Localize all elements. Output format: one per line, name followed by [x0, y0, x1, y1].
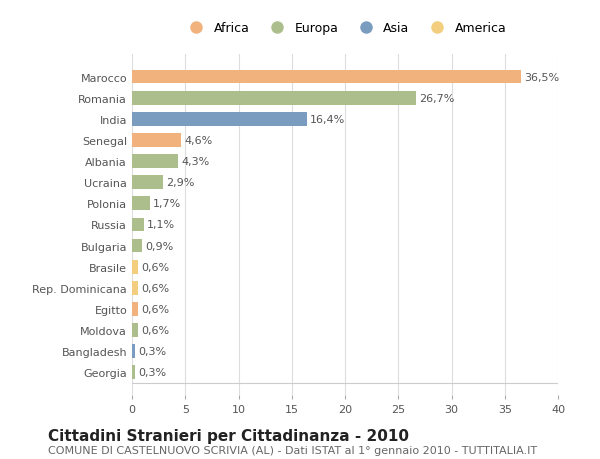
- Bar: [132, 112, 307, 126]
- Bar: [132, 345, 135, 358]
- Text: 0,6%: 0,6%: [142, 304, 170, 314]
- Text: Cittadini Stranieri per Cittadinanza - 2010: Cittadini Stranieri per Cittadinanza - 2…: [48, 428, 409, 443]
- Text: 36,5%: 36,5%: [524, 73, 559, 82]
- Text: 16,4%: 16,4%: [310, 115, 345, 124]
- Bar: [132, 239, 142, 253]
- Text: 0,6%: 0,6%: [142, 325, 170, 335]
- Text: 4,6%: 4,6%: [184, 135, 212, 146]
- Legend: Africa, Europa, Asia, America: Africa, Europa, Asia, America: [179, 17, 511, 40]
- Bar: [132, 197, 150, 211]
- Text: 0,6%: 0,6%: [142, 283, 170, 293]
- Bar: [132, 71, 521, 84]
- Text: 2,9%: 2,9%: [166, 178, 194, 188]
- Text: 26,7%: 26,7%: [419, 94, 455, 103]
- Text: 0,9%: 0,9%: [145, 241, 173, 251]
- Bar: [132, 218, 144, 232]
- Bar: [132, 176, 163, 190]
- Text: 0,3%: 0,3%: [139, 368, 167, 377]
- Bar: [132, 366, 135, 379]
- Bar: [132, 281, 139, 295]
- Text: 4,3%: 4,3%: [181, 157, 209, 167]
- Bar: [132, 302, 139, 316]
- Text: COMUNE DI CASTELNUOVO SCRIVIA (AL) - Dati ISTAT al 1° gennaio 2010 - TUTTITALIA.: COMUNE DI CASTELNUOVO SCRIVIA (AL) - Dat…: [48, 445, 537, 455]
- Text: 1,1%: 1,1%: [147, 220, 175, 230]
- Bar: [132, 260, 139, 274]
- Bar: [132, 92, 416, 105]
- Text: 0,6%: 0,6%: [142, 262, 170, 272]
- Bar: [132, 134, 181, 147]
- Bar: [132, 155, 178, 168]
- Text: 0,3%: 0,3%: [139, 347, 167, 356]
- Bar: [132, 324, 139, 337]
- Text: 1,7%: 1,7%: [154, 199, 182, 209]
